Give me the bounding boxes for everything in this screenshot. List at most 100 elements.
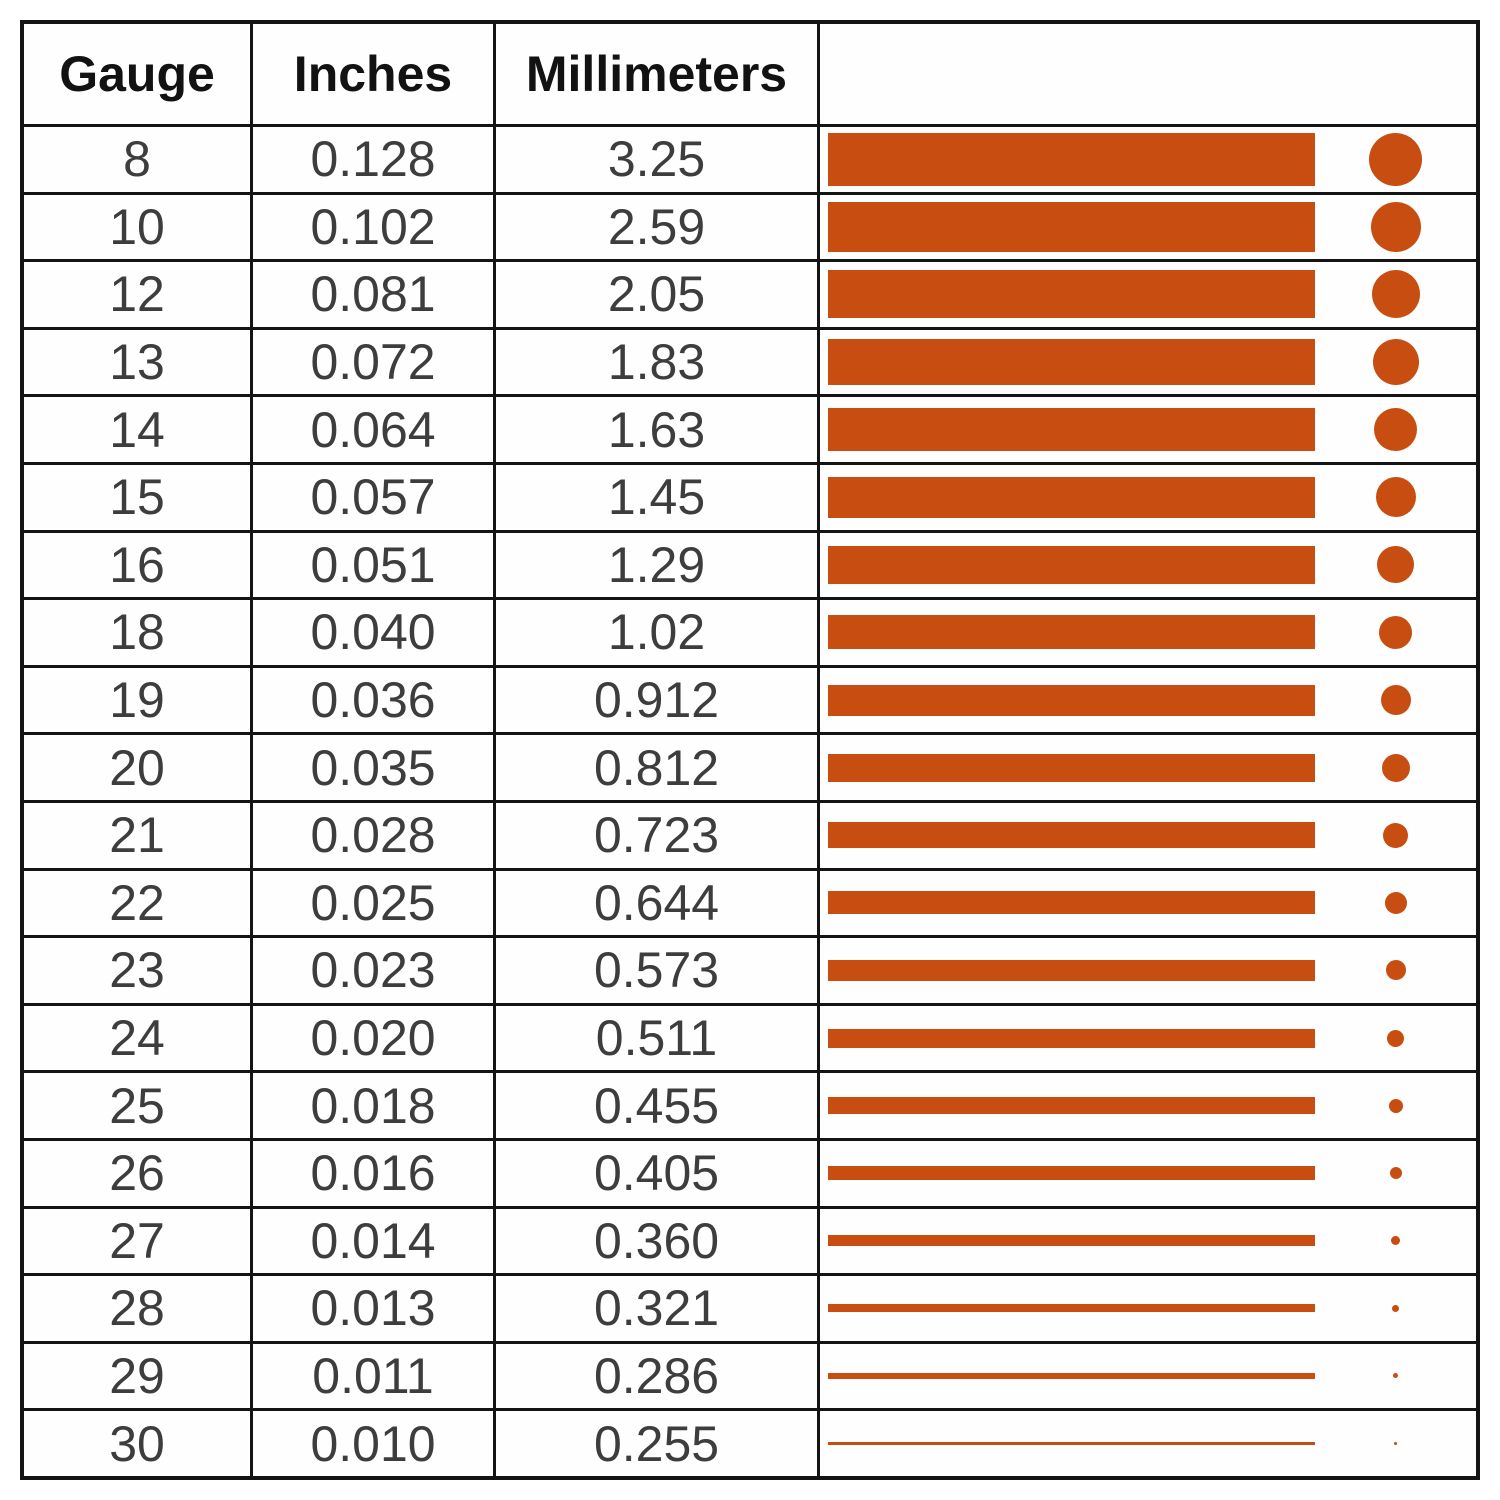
inches-cell: 0.010 <box>253 1411 496 1476</box>
wire-diameter-dot <box>1374 408 1417 452</box>
wire-thickness-bar <box>828 270 1315 319</box>
visual-cell <box>820 1209 1476 1274</box>
wire-diameter-dot <box>1369 132 1422 186</box>
wire-diameter-dot <box>1384 891 1407 914</box>
inches-cell: 0.023 <box>253 938 496 1003</box>
wire-thickness-bar <box>828 684 1315 716</box>
inches-cell: 0.102 <box>253 194 496 260</box>
wire-diameter-dot <box>1372 339 1419 386</box>
mm-cell: 0.321 <box>496 1276 820 1341</box>
wire-diameter-dot <box>1391 1236 1400 1246</box>
visual-cell <box>820 262 1476 327</box>
column-header-inches: Inches <box>253 24 496 124</box>
wire-diameter-dot <box>1392 1304 1399 1312</box>
visual-cell <box>820 600 1476 665</box>
wire-thickness-bar <box>828 476 1315 518</box>
mm-cell: 1.63 <box>496 397 820 462</box>
inches-cell: 0.051 <box>253 532 496 598</box>
wire-diameter-dot <box>1371 270 1420 319</box>
gauge-cell: 15 <box>24 464 253 530</box>
table-header-row: Gauge Inches Millimeters <box>24 24 1476 124</box>
table-row: 24 0.020 0.511 <box>24 1002 1476 1071</box>
visual-cell <box>820 195 1476 260</box>
wire-thickness-bar <box>828 753 1315 782</box>
inches-cell: 0.036 <box>253 667 496 733</box>
visual-cell <box>820 127 1476 192</box>
gauge-cell: 24 <box>24 1005 253 1071</box>
table-row: 30 0.010 0.255 <box>24 1408 1476 1476</box>
gauge-cell: 28 <box>24 1276 253 1341</box>
inches-cell: 0.064 <box>253 397 496 462</box>
inches-cell: 0.011 <box>253 1343 496 1409</box>
mm-cell: 1.02 <box>496 600 820 665</box>
inches-cell: 0.018 <box>253 1073 496 1138</box>
wire-diameter-dot <box>1370 201 1421 252</box>
table-row: 25 0.018 0.455 <box>24 1070 1476 1138</box>
gauge-cell: 14 <box>24 397 253 462</box>
visual-cell <box>820 735 1476 800</box>
visual-cell <box>820 871 1476 936</box>
gauge-cell: 19 <box>24 667 253 733</box>
visual-cell <box>820 1344 1476 1409</box>
wire-diameter-dot <box>1394 1442 1397 1446</box>
table-row: 14 0.064 1.63 <box>24 394 1476 462</box>
gauge-cell: 25 <box>24 1073 253 1138</box>
visual-cell <box>820 465 1476 530</box>
gauge-cell: 23 <box>24 938 253 1003</box>
table-row: 29 0.011 0.286 <box>24 1340 1476 1409</box>
wire-diameter-dot <box>1388 1098 1403 1113</box>
wire-diameter-dot <box>1389 1167 1402 1180</box>
mm-cell: 0.812 <box>496 735 820 800</box>
wire-thickness-bar <box>828 1028 1315 1048</box>
wire-diameter-dot <box>1387 1029 1404 1047</box>
wire-thickness-bar <box>828 201 1315 252</box>
wire-thickness-bar <box>828 1097 1315 1115</box>
visual-cell <box>820 533 1476 598</box>
inches-cell: 0.013 <box>253 1276 496 1341</box>
wire-diameter-dot <box>1380 685 1411 716</box>
wire-thickness-bar <box>828 1442 1315 1446</box>
wire-thickness-bar <box>828 339 1315 386</box>
table-row: 22 0.025 0.644 <box>24 867 1476 936</box>
wire-diameter-dot <box>1393 1373 1398 1379</box>
wire-thickness-bar <box>828 1304 1315 1313</box>
inches-cell: 0.081 <box>253 262 496 327</box>
mm-cell: 0.511 <box>496 1005 820 1071</box>
table-row: 27 0.014 0.360 <box>24 1205 1476 1274</box>
gauge-cell: 21 <box>24 802 253 868</box>
wire-diameter-dot <box>1383 822 1408 848</box>
inches-cell: 0.020 <box>253 1005 496 1071</box>
mm-cell: 1.45 <box>496 464 820 530</box>
mm-cell: 0.723 <box>496 802 820 868</box>
wire-thickness-bar <box>828 959 1315 981</box>
table-row: 15 0.057 1.45 <box>24 461 1476 530</box>
gauge-cell: 27 <box>24 1208 253 1274</box>
table-row: 16 0.051 1.29 <box>24 529 1476 598</box>
visual-cell <box>820 1073 1476 1138</box>
table-row: 10 0.102 2.59 <box>24 191 1476 260</box>
wire-thickness-bar <box>828 545 1315 584</box>
table-row: 23 0.023 0.573 <box>24 935 1476 1003</box>
mm-cell: 1.29 <box>496 532 820 598</box>
table-row: 12 0.081 2.05 <box>24 259 1476 327</box>
wire-thickness-bar <box>828 408 1315 452</box>
visual-cell <box>820 1411 1476 1476</box>
gauge-cell: 18 <box>24 600 253 665</box>
wire-gauge-table: Gauge Inches Millimeters 8 0.128 3.25 10 0.1… <box>20 20 1480 1480</box>
inches-cell: 0.025 <box>253 870 496 936</box>
inches-cell: 0.040 <box>253 600 496 665</box>
gauge-cell: 16 <box>24 532 253 598</box>
inches-cell: 0.028 <box>253 802 496 868</box>
wire-thickness-bar <box>828 891 1315 915</box>
visual-cell <box>820 1141 1476 1206</box>
inches-cell: 0.014 <box>253 1208 496 1274</box>
wire-diameter-dot <box>1377 546 1414 584</box>
mm-cell: 0.255 <box>496 1411 820 1476</box>
mm-cell: 0.286 <box>496 1343 820 1409</box>
visual-cell <box>820 668 1476 733</box>
mm-cell: 0.912 <box>496 667 820 733</box>
inches-cell: 0.072 <box>253 329 496 395</box>
wire-thickness-bar <box>828 615 1315 650</box>
table-row: 8 0.128 3.25 <box>24 124 1476 192</box>
